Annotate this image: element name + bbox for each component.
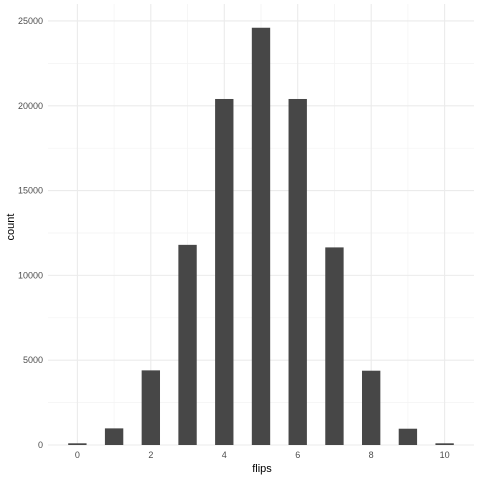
bar bbox=[325, 247, 344, 445]
bars bbox=[68, 27, 454, 445]
bar bbox=[288, 98, 307, 445]
x-tick-label: 4 bbox=[222, 450, 227, 460]
bar bbox=[68, 443, 87, 445]
y-axis-ticks: 0 5000 10000 15000 20000 25000 bbox=[18, 16, 43, 450]
y-tick-label: 25000 bbox=[18, 16, 43, 26]
x-tick-label: 10 bbox=[440, 450, 450, 460]
x-axis-title: flips bbox=[252, 463, 272, 475]
x-tick-label: 6 bbox=[295, 450, 300, 460]
x-axis-ticks: 0 2 4 6 8 10 bbox=[75, 450, 450, 460]
y-tick-label: 10000 bbox=[18, 270, 43, 280]
bar bbox=[215, 98, 234, 445]
bar bbox=[178, 244, 197, 445]
bar bbox=[361, 370, 381, 445]
y-tick-label: 20000 bbox=[18, 101, 43, 111]
y-tick-label: 0 bbox=[38, 440, 43, 450]
bar bbox=[398, 428, 418, 445]
x-tick-label: 2 bbox=[148, 450, 153, 460]
y-axis-title: count bbox=[5, 214, 17, 241]
y-tick-label: 5000 bbox=[23, 355, 43, 365]
bar bbox=[104, 428, 124, 445]
bar bbox=[435, 443, 454, 445]
bar bbox=[251, 27, 271, 445]
bar bbox=[141, 370, 161, 445]
y-tick-label: 15000 bbox=[18, 186, 43, 196]
x-tick-label: 8 bbox=[369, 450, 374, 460]
x-tick-label: 0 bbox=[75, 450, 80, 460]
